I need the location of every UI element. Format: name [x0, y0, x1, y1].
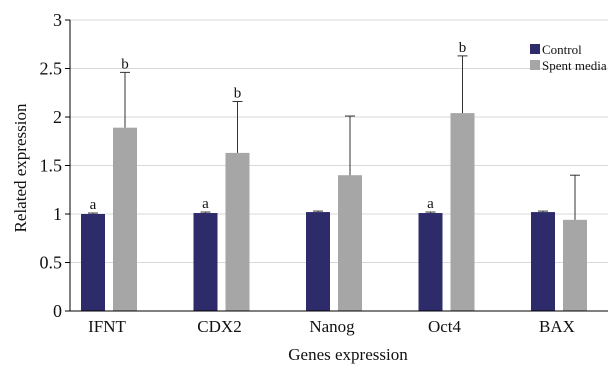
x-axis-title: Genes expression: [288, 345, 408, 364]
bar-control-bax: [531, 212, 555, 311]
y-tick-label: 1: [53, 204, 62, 224]
significance-label: b: [234, 85, 242, 101]
y-tick-label: 0.5: [40, 253, 63, 273]
bar-control-oct4: [418, 213, 443, 311]
bar-spent-media-oct4: [450, 113, 475, 312]
significance-label: a: [427, 196, 434, 212]
bars: a b a b a b: [81, 40, 587, 312]
legend-label: Control: [542, 42, 582, 57]
significance-label: b: [121, 56, 129, 72]
x-tick-label: BAX: [539, 317, 575, 336]
x-tick-label: Oct4: [428, 317, 462, 336]
legend-swatch: [530, 44, 540, 54]
bar-control-nanog: [306, 212, 330, 311]
y-tick-label: 1.5: [40, 156, 63, 176]
x-tick-label: Nanog: [309, 317, 355, 336]
bar-control-cdx2: [193, 213, 218, 311]
significance-label: a: [90, 197, 97, 213]
y-tick-label: 3: [53, 10, 62, 30]
grid-lines: [70, 19, 608, 263]
bar-spent-media-ifnt: [113, 127, 137, 311]
legend-swatch: [530, 60, 540, 70]
legend-label: Spent media: [542, 58, 607, 73]
y-tick-label: 0: [53, 301, 62, 321]
x-tick-label: CDX2: [197, 317, 241, 336]
bar-spent-media-cdx2: [225, 152, 250, 311]
axes: 0 0.5 1 1.5 2 2.5 3 IFNT CDX2 Nanog Oct4 BAX: [40, 10, 608, 336]
y-tick-label: 2: [53, 107, 62, 127]
significance-label: a: [202, 196, 209, 212]
x-tick-label: IFNT: [88, 317, 126, 336]
bar-spent-media-nanog: [338, 175, 362, 311]
bar-spent-media-bax: [563, 219, 587, 311]
y-axis-title: Related expression: [11, 103, 30, 232]
bar-control-ifnt: [81, 214, 105, 311]
significance-label: b: [459, 40, 467, 56]
y-tick-label: 2.5: [40, 59, 63, 79]
